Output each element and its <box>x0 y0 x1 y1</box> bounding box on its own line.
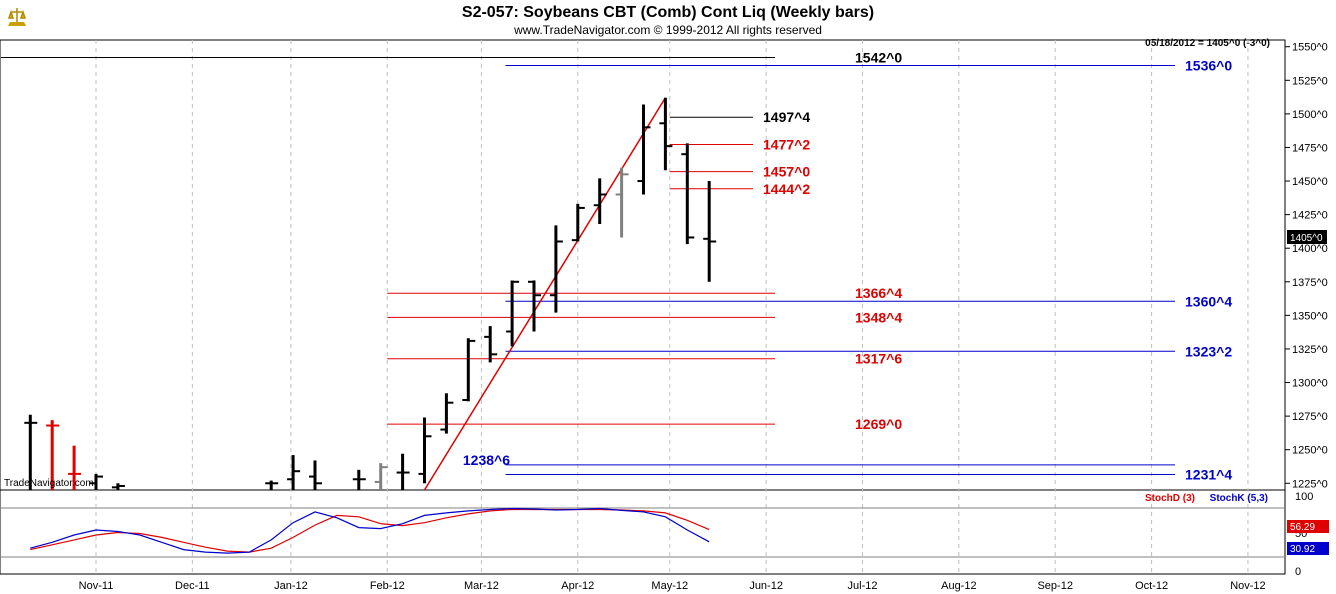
stochd-line <box>30 508 710 553</box>
level-label: 1238^6 <box>463 452 510 468</box>
y-tick-label: 1525^0 <box>1292 75 1328 87</box>
price-axis: 1550^0 1525^0 1500^0 1475^0 1450^0 1425^0 1400… <box>1285 42 1328 490</box>
y-tick-label: 1300^0 <box>1292 378 1328 390</box>
price-bars <box>24 97 717 490</box>
y-tick-label: 1550^0 <box>1292 42 1328 54</box>
ohlc-bar <box>593 178 607 225</box>
ohlc-bar <box>24 414 38 490</box>
stochd-last-label: 56.29 <box>1290 522 1315 533</box>
stoch-panel-frame <box>0 489 1286 575</box>
stochd-legend: StochD (3) <box>1145 493 1195 504</box>
level-label: 1536^0 <box>1185 58 1232 74</box>
stoch-tick-label: 0 <box>1295 566 1301 578</box>
level-label: 1444^2 <box>763 181 810 197</box>
ohlc-bar <box>68 445 82 490</box>
y-tick-label: 1350^0 <box>1292 310 1328 322</box>
ohlc-bar <box>462 338 476 402</box>
ohlc-bar <box>528 280 541 332</box>
grid <box>95 40 1249 574</box>
stochk-legend: StochK (5,3) <box>1210 493 1268 504</box>
logo-icon <box>4 4 30 30</box>
y-tick-label: 1325^0 <box>1292 344 1328 356</box>
x-tick-label: Feb-12 <box>370 580 405 592</box>
level-label: 1269^0 <box>855 416 902 432</box>
y-tick-label: 1400^0 <box>1292 243 1328 255</box>
level-label: 1323^2 <box>1185 343 1232 359</box>
stochk-last-box <box>1287 542 1329 555</box>
x-tick-label: Mar-12 <box>464 580 499 592</box>
y-tick-label: 1225^0 <box>1292 478 1328 490</box>
level-label: 1317^6 <box>855 351 902 367</box>
level-label: 1366^4 <box>855 285 902 301</box>
ohlc-bar <box>374 463 388 490</box>
y-tick-label: 1450^0 <box>1292 176 1328 188</box>
stochk-line <box>30 507 710 554</box>
x-tick-label: Aug-12 <box>941 580 976 592</box>
level-label: 1231^4 <box>1185 467 1232 483</box>
y-tick-label: 1500^0 <box>1292 109 1328 121</box>
ohlc-bar <box>287 455 301 490</box>
x-tick-label: Jan-12 <box>274 580 308 592</box>
ohlc-bar <box>637 104 651 195</box>
ohlc-bar <box>506 280 520 347</box>
level-label: 1477^2 <box>763 136 810 152</box>
ohlc-bar <box>703 181 717 282</box>
ohlc-bar <box>571 203 585 242</box>
ohlc-bar <box>90 473 103 490</box>
last-price-label: 1405^0 <box>1290 233 1323 244</box>
trendline <box>423 97 667 491</box>
y-tick-label: 1250^0 <box>1292 445 1328 457</box>
ohlc-bar <box>396 453 410 490</box>
stoch-tick-label: 100 <box>1295 491 1313 503</box>
quote-text: 05/18/2012 = 1405^0 (-3^0) <box>1145 38 1270 49</box>
ohlc-bar <box>615 167 629 238</box>
copyright-text: www.TradeNavigator.com © 1999-2012 All r… <box>513 23 822 37</box>
ohlc-bar <box>549 225 563 313</box>
level-label: 1497^4 <box>763 109 810 125</box>
level-label: 1542^0 <box>855 49 902 65</box>
x-tick-label: Apr-12 <box>561 580 594 592</box>
ohlc-bar <box>484 326 498 363</box>
y-tick-label: 1475^0 <box>1292 142 1328 154</box>
x-tick-label: May-12 <box>651 580 688 592</box>
trend-line <box>423 97 667 491</box>
x-tick-label: Dec-11 <box>175 580 210 592</box>
level-label: 1348^4 <box>855 309 902 325</box>
time-axis: Nov-11 Dec-11 Jan-12 Feb-12 Mar-12 Apr-12 May-… <box>79 580 1266 592</box>
y-tick-label: 1425^0 <box>1292 210 1328 222</box>
chart-title: S2-057: Soybeans CBT (Comb) Cont Liq (We… <box>462 4 874 21</box>
x-tick-label: Jun-12 <box>749 580 783 592</box>
level-label: 1360^4 <box>1185 293 1232 309</box>
ohlc-bar <box>681 143 695 245</box>
watermark-text: TradeNavigator.com <box>4 478 94 489</box>
x-tick-label: Oct-12 <box>1135 580 1168 592</box>
ohlc-bar <box>659 97 673 171</box>
ohlc-bar <box>46 420 60 490</box>
ohlc-bar <box>309 460 322 490</box>
stochd-last-box <box>1287 520 1329 533</box>
ohlc-bar <box>111 483 125 490</box>
stochk-last-label: 30.92 <box>1290 544 1315 555</box>
x-tick-label: Sep-12 <box>1037 580 1072 592</box>
level-label: 1457^0 <box>763 164 810 180</box>
ohlc-bar <box>418 417 432 484</box>
ohlc-bar <box>265 480 279 490</box>
x-tick-label: Nov-12 <box>1230 580 1265 592</box>
x-tick-label: Nov-11 <box>79 580 114 592</box>
y-tick-label: 1375^0 <box>1292 277 1328 289</box>
ohlc-bar <box>440 393 454 434</box>
x-tick-label: Jul-12 <box>848 580 878 592</box>
y-tick-label: 1275^0 <box>1292 411 1328 423</box>
ohlc-bar <box>352 469 366 490</box>
last-price-box <box>1287 230 1327 244</box>
